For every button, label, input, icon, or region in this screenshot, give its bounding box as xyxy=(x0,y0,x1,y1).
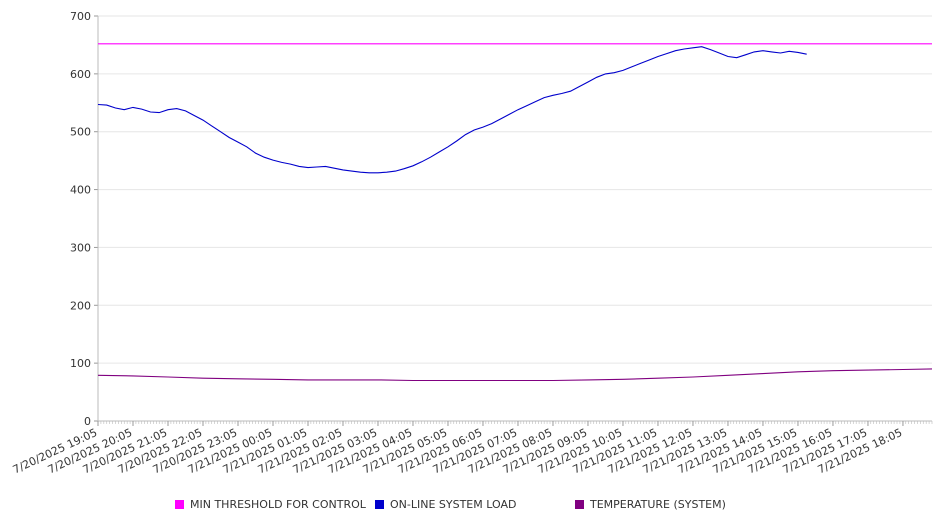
y-tick-label: 700 xyxy=(70,10,91,23)
axes xyxy=(94,15,933,426)
y-tick-label: 300 xyxy=(70,241,91,254)
y-tick-label: 500 xyxy=(70,126,91,139)
legend-label-min-threshold: MIN THRESHOLD FOR CONTROL xyxy=(190,498,366,511)
y-tick-label: 100 xyxy=(70,357,91,370)
legend-swatch-min-threshold xyxy=(175,500,184,509)
legend-item-online-system-load: ON-LINE SYSTEM LOAD xyxy=(375,498,516,511)
y-tick-label: 400 xyxy=(70,184,91,197)
y-tick-label: 600 xyxy=(70,68,91,81)
legend-item-min-threshold: MIN THRESHOLD FOR CONTROL xyxy=(175,498,366,511)
x-axis-tick-labels: 7/20/2025 19:057/20/2025 20:057/20/2025 … xyxy=(11,426,904,476)
grid-lines xyxy=(98,15,932,364)
legend-label-online-system-load: ON-LINE SYSTEM LOAD xyxy=(390,498,517,511)
y-axis-tick-labels: 0 100 200 300 400 500 600 700 xyxy=(70,10,91,428)
legend-swatch-temperature-system xyxy=(575,500,584,509)
y-tick-label: 200 xyxy=(70,299,91,312)
legend-item-temperature-system: TEMPERATURE (SYSTEM) xyxy=(575,498,726,511)
series-line-on-line-system-load xyxy=(97,46,807,174)
legend-label-temperature-system: TEMPERATURE (SYSTEM) xyxy=(590,498,726,511)
series-line-temperature-system xyxy=(97,368,933,382)
legend: MIN THRESHOLD FOR CONTROL ON-LINE SYSTEM… xyxy=(175,498,935,514)
series-lines xyxy=(97,43,933,382)
legend-swatch-online-system-load xyxy=(375,500,384,509)
y-tick-label: 0 xyxy=(84,415,91,428)
